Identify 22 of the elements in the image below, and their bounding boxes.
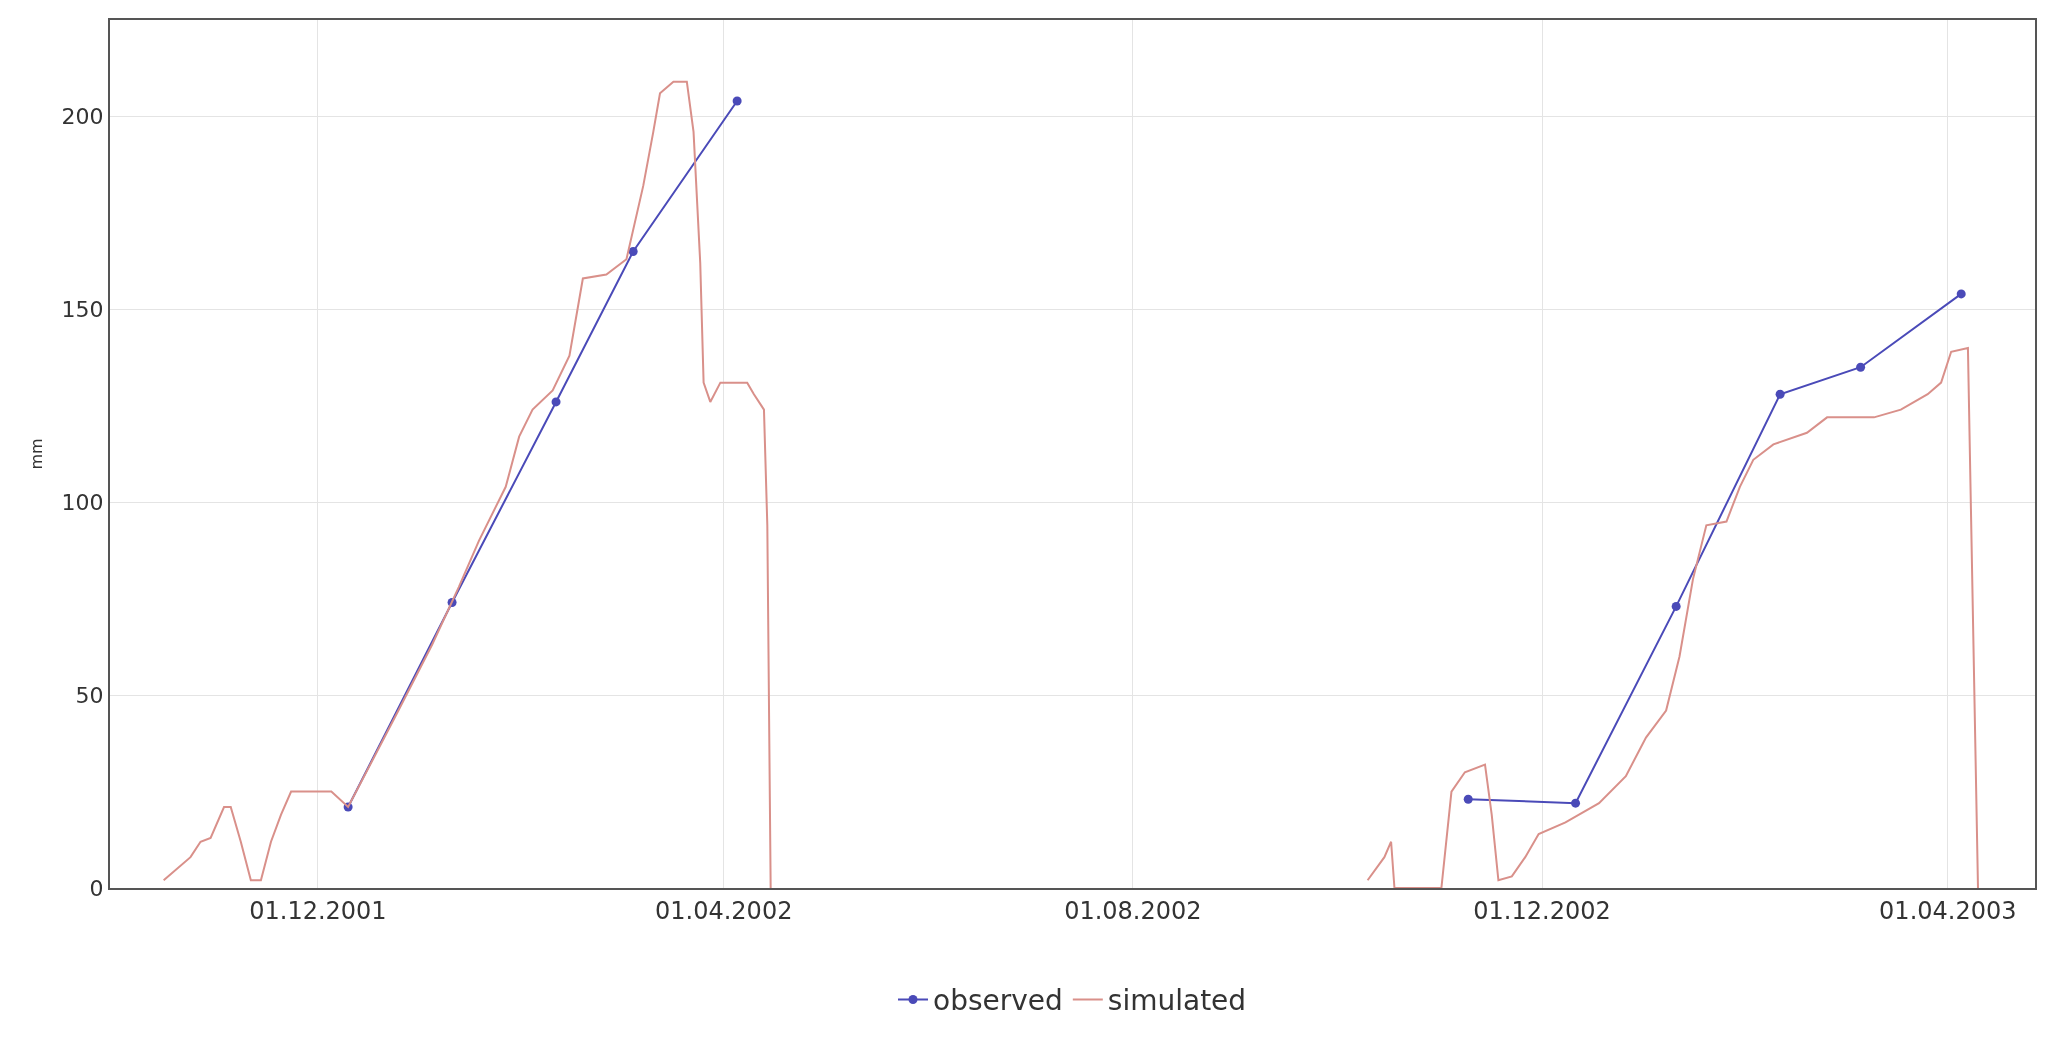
point (1671, 601, 1681, 611)
y-tick-label: 50 (75, 682, 104, 708)
y-axis-title: mm (27, 438, 46, 470)
y-tick-label: 100 (61, 489, 104, 515)
point (1856, 362, 1866, 372)
y-tick-label: 200 (61, 104, 104, 130)
x-tick-label: 01.04.2003 (1879, 896, 2017, 925)
point (1956, 289, 1966, 299)
point (732, 96, 742, 106)
point (1571, 798, 1581, 808)
point (1463, 794, 1473, 804)
legend-label: observed (933, 984, 1063, 1018)
point (551, 397, 561, 407)
point (628, 246, 638, 256)
x-tick-label: 01.12.2001 (249, 896, 387, 925)
y-tick-label: 150 (61, 297, 104, 323)
x-tick-label: 01.04.2002 (655, 896, 793, 925)
legend-label: simulated (1107, 984, 1247, 1018)
point (1775, 389, 1785, 399)
y-tick-label: 0 (89, 875, 104, 901)
x-tick-label: 01.12.2002 (1473, 896, 1611, 925)
x-tick-label: 01.08.2002 (1064, 896, 1202, 925)
